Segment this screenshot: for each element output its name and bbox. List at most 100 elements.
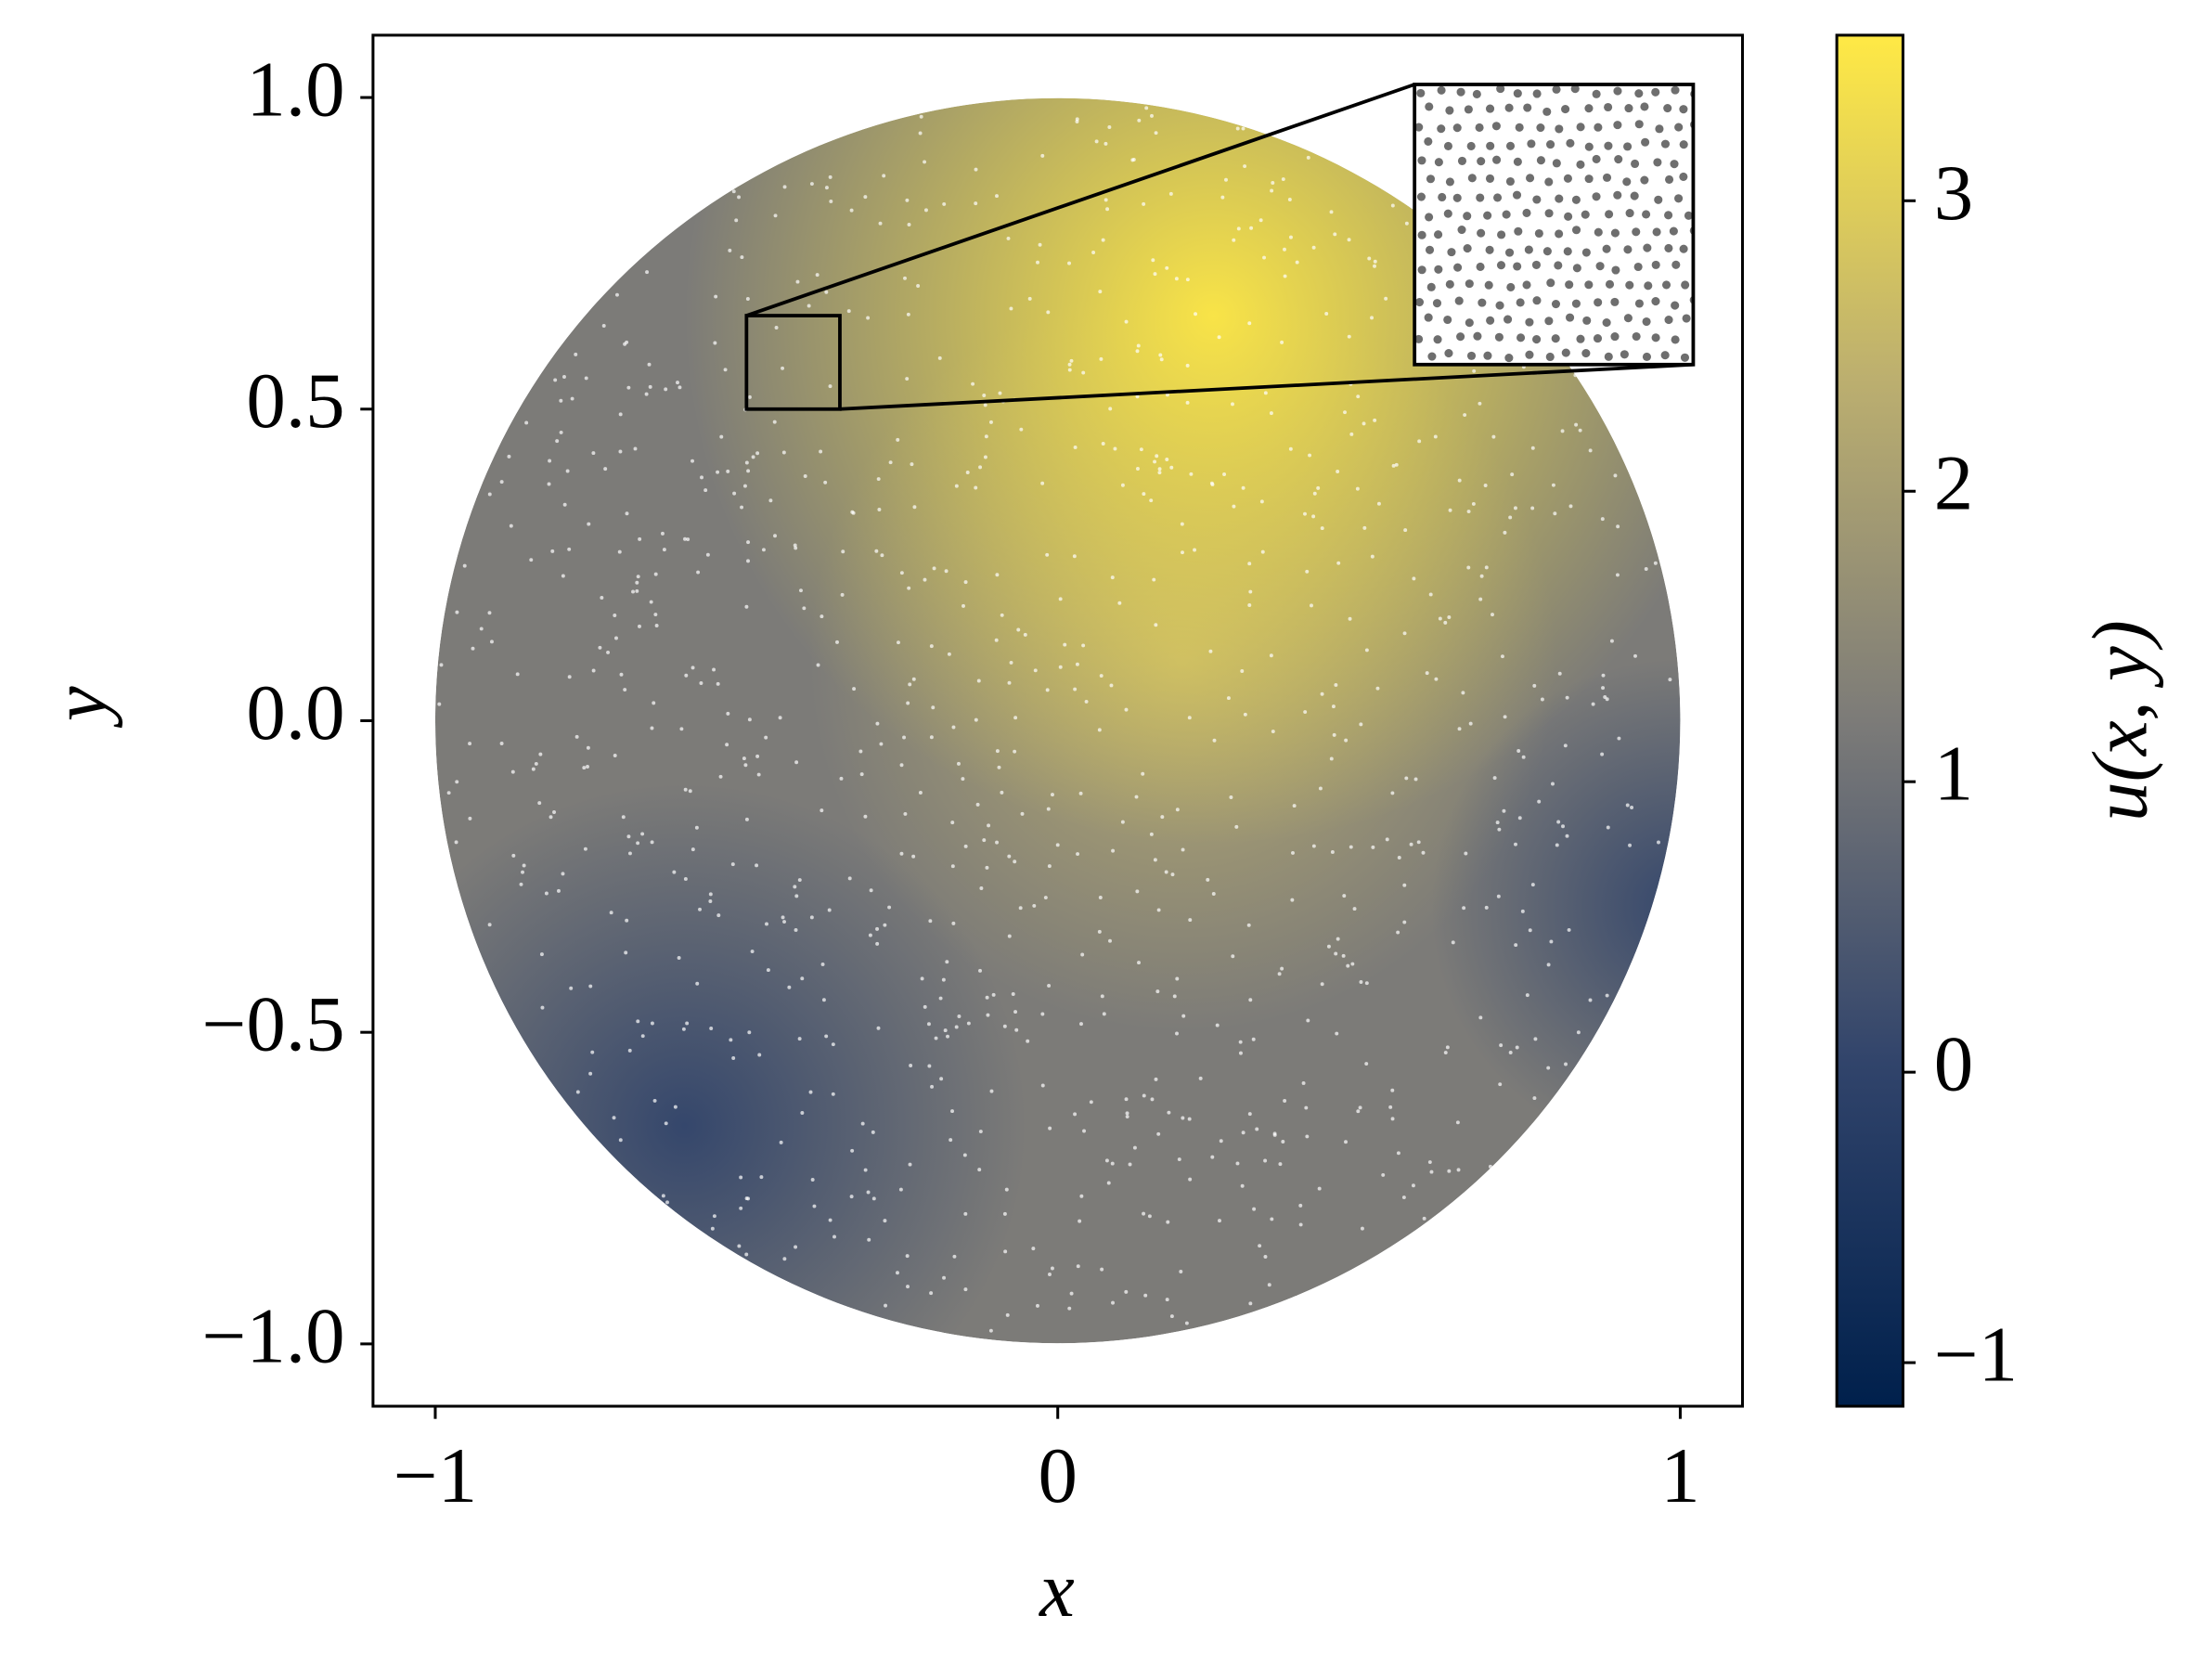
mesh-speck <box>924 208 928 212</box>
mesh-node <box>1671 86 1679 95</box>
mesh-node <box>1611 229 1620 238</box>
mesh-speck <box>731 1056 735 1060</box>
mesh-speck <box>1169 192 1173 196</box>
mesh-speck <box>1157 471 1161 474</box>
mesh-speck <box>1412 576 1415 580</box>
mesh-speck <box>1014 1028 1018 1032</box>
mesh-speck <box>654 573 658 576</box>
mesh-speck <box>706 553 710 557</box>
mesh-speck <box>1009 306 1013 310</box>
mesh-speck <box>569 987 573 990</box>
mesh-speck <box>1553 511 1556 515</box>
mesh-speck <box>1503 531 1506 535</box>
mesh-speck <box>1080 953 1084 957</box>
mesh-speck <box>927 1064 931 1067</box>
mesh-speck <box>1248 590 1252 594</box>
mesh-speck <box>867 1191 871 1195</box>
mesh-speck <box>1142 492 1145 496</box>
mesh-speck <box>538 753 542 756</box>
mesh-speck <box>1362 421 1366 425</box>
mesh-node <box>1582 248 1591 256</box>
mesh-speck <box>810 182 814 186</box>
mesh-speck <box>1353 907 1357 911</box>
mesh-node <box>1517 333 1525 342</box>
mesh-node <box>1576 161 1584 169</box>
mesh-speck <box>1370 316 1374 319</box>
mesh-speck <box>1561 824 1565 828</box>
mesh-speck <box>1305 1134 1309 1138</box>
mesh-speck <box>912 678 916 681</box>
mesh-speck <box>1193 549 1196 552</box>
mesh-speck <box>674 1105 678 1109</box>
mesh-speck <box>1248 998 1252 1002</box>
mesh-node <box>1565 280 1573 289</box>
mesh-speck <box>1376 687 1380 691</box>
mesh-node <box>1701 353 1710 361</box>
mesh-node <box>1594 228 1603 237</box>
mesh-speck <box>882 174 885 177</box>
mesh-node <box>1566 314 1574 322</box>
mesh-node <box>1633 332 1641 341</box>
mesh-speck <box>1630 806 1633 809</box>
mesh-speck <box>510 524 513 528</box>
mesh-speck <box>1165 266 1168 270</box>
mesh-node <box>1416 89 1425 97</box>
mesh-speck <box>1148 1214 1152 1218</box>
mesh-speck <box>638 537 641 541</box>
mesh-speck <box>1165 458 1168 461</box>
mesh-speck <box>1657 841 1660 845</box>
mesh-speck <box>714 295 717 299</box>
mesh-speck <box>1271 181 1274 185</box>
mesh-speck <box>1186 401 1190 405</box>
mesh-node <box>1594 334 1602 342</box>
mesh-node <box>1671 335 1680 343</box>
mesh-speck <box>1321 526 1324 530</box>
mesh-speck <box>1502 809 1505 813</box>
mesh-speck <box>1402 1195 1406 1199</box>
mesh-speck <box>590 1051 594 1054</box>
mesh-speck <box>631 589 635 593</box>
mesh-speck <box>455 611 458 614</box>
mesh-speck <box>900 852 904 856</box>
mesh-speck <box>976 803 980 807</box>
mesh-speck <box>1234 825 1238 829</box>
mesh-speck <box>537 801 541 805</box>
mesh-speck <box>1434 434 1438 438</box>
mesh-speck <box>850 1149 854 1153</box>
mesh-speck <box>1111 575 1115 579</box>
x-tick-label: −1 <box>394 1432 477 1519</box>
mesh-speck <box>571 397 574 401</box>
mesh-speck <box>828 909 832 912</box>
colorbar-label: u(x, y) <box>2077 620 2164 821</box>
mesh-node <box>1456 332 1465 341</box>
mesh-speck <box>1304 1106 1308 1110</box>
mesh-speck <box>742 756 746 760</box>
mesh-speck <box>1220 1139 1223 1143</box>
mesh-speck <box>1210 1156 1214 1159</box>
mesh-node <box>1513 262 1521 270</box>
mesh-speck <box>745 461 749 465</box>
mesh-speck <box>1111 849 1115 853</box>
mesh-speck <box>1278 972 1282 976</box>
mesh-speck <box>1189 472 1193 476</box>
mesh-speck <box>1048 1273 1052 1276</box>
mesh-speck <box>540 1006 544 1010</box>
mesh-speck <box>1280 341 1284 344</box>
mesh-node <box>1504 354 1513 362</box>
mesh-speck <box>1129 1163 1132 1167</box>
mesh-speck <box>618 550 622 554</box>
mesh-speck <box>812 1205 816 1208</box>
mesh-node <box>1447 248 1455 256</box>
mesh-speck <box>1327 945 1331 949</box>
mesh-speck <box>1170 1314 1174 1318</box>
mesh-speck <box>1111 1162 1115 1166</box>
mesh-speck <box>850 510 854 514</box>
mesh-node <box>1433 335 1441 343</box>
mesh-speck <box>995 841 999 845</box>
mesh-speck <box>1181 1014 1185 1018</box>
mesh-speck <box>906 702 910 705</box>
mesh-node <box>1497 261 1505 269</box>
mesh-node <box>1552 334 1560 342</box>
mesh-speck <box>1412 1183 1415 1187</box>
